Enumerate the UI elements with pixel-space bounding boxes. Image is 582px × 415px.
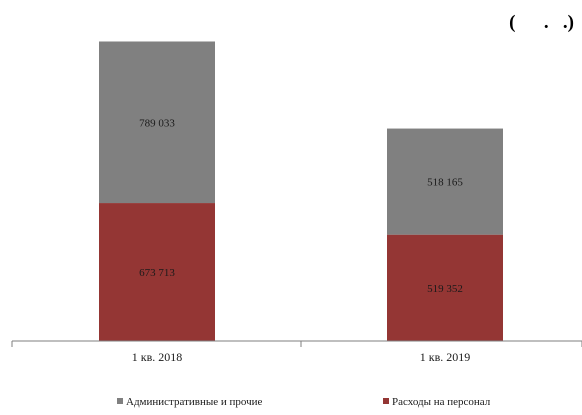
legend-label-2: Расходы на персонал [392, 396, 491, 408]
legend-label-1: Административные и прочие [126, 396, 263, 408]
data-label-personnel-2: 519 352 [427, 283, 463, 295]
units-label: ( . .) [509, 12, 574, 33]
data-label-admin-2: 518 165 [427, 177, 463, 189]
bar-personnel-1 [99, 203, 215, 341]
data-label-admin-1: 789 033 [139, 117, 175, 129]
bar-personnel-2 [387, 234, 503, 341]
legend-swatch-2 [383, 398, 389, 404]
legend-swatch-1 [117, 398, 123, 404]
x-tick-label-1: 1 кв. 2018 [132, 350, 183, 364]
data-label-personnel-1: 673 713 [139, 267, 175, 279]
bar-admin-2 [387, 128, 503, 235]
bar-admin-1 [99, 41, 215, 204]
x-tick-label-2: 1 кв. 2019 [420, 350, 471, 364]
